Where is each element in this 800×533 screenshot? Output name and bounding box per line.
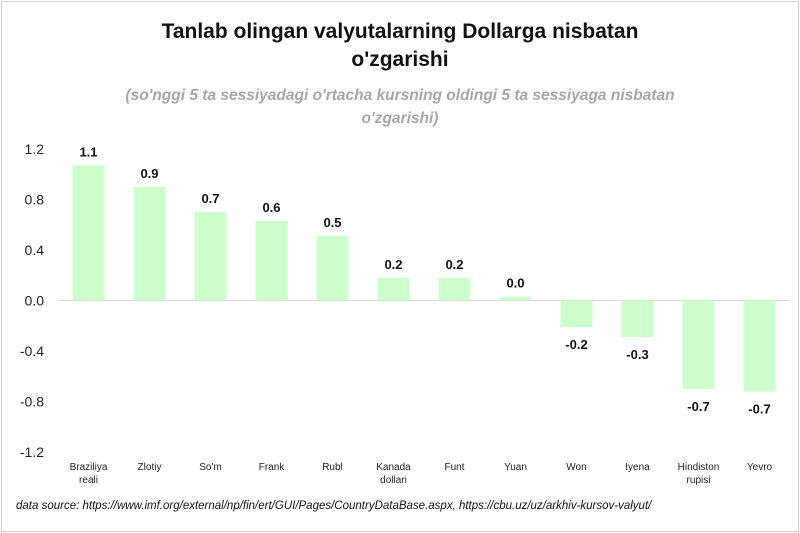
x-tick-label-line: Yevro	[747, 462, 773, 473]
x-tick-label: Yuan	[504, 462, 527, 473]
bar	[499, 296, 532, 301]
x-tick-label-line: Won	[566, 462, 586, 473]
bar	[255, 220, 288, 301]
y-tick-label: 1.2	[25, 141, 45, 157]
bar	[194, 212, 227, 301]
x-tick-label-line: Iyena	[625, 462, 650, 473]
bar	[72, 165, 105, 301]
bar	[438, 277, 471, 301]
x-tick-label-line: So'm	[199, 462, 221, 473]
data-label: -0.7	[687, 399, 709, 414]
data-label: -0.7	[748, 401, 770, 416]
x-tick-label-line: Frank	[259, 462, 286, 473]
x-tick-label: Yevro	[747, 462, 773, 473]
chart-title-line-2: o'zgarishi	[351, 48, 449, 71]
bar	[743, 300, 776, 392]
bar	[621, 300, 654, 338]
x-tick-label: Zlotiy	[138, 462, 162, 473]
data-label: 0.6	[262, 200, 280, 215]
y-tick-label: -0.8	[20, 394, 44, 410]
data-label: 0.0	[506, 276, 524, 291]
bar	[560, 300, 593, 328]
chart-subtitle-line-2: o'zgarishi)	[361, 110, 439, 127]
y-tick-label: -1.2	[20, 444, 44, 460]
bar	[316, 236, 349, 301]
bar	[133, 186, 166, 301]
data-label: -0.2	[565, 337, 587, 352]
x-tick-label: Funt	[444, 462, 464, 473]
x-tick-label-line: Kanada	[376, 462, 411, 473]
data-label: 0.7	[201, 191, 219, 206]
data-source-note: data source: https://www.imf.org/externa…	[16, 500, 652, 512]
x-tick-label-line: Braziliya	[70, 462, 108, 473]
x-tick-label: Iyena	[625, 462, 650, 473]
x-tick-label-line: Funt	[444, 462, 464, 473]
data-label: 1.1	[79, 144, 97, 159]
y-tick-label: 0.8	[25, 192, 45, 208]
data-label: 0.2	[445, 257, 463, 272]
x-tick-label: Braziliya reali	[70, 462, 108, 486]
x-tick-label: Hindiston rupisi	[678, 462, 720, 486]
x-tick-label-line: Hindiston	[678, 462, 720, 473]
x-tick-label-line: Zlotiy	[138, 462, 162, 473]
data-label: -0.3	[626, 347, 648, 362]
y-tick-label: -0.4	[20, 343, 44, 359]
x-tick-label: Rubl	[322, 462, 343, 473]
x-tick-label: Kanada dollari	[376, 462, 411, 486]
bar	[682, 300, 715, 389]
x-tick-label-line: dollari	[380, 475, 407, 486]
x-tick-label: Won	[566, 462, 586, 473]
data-label: 0.5	[323, 215, 341, 230]
data-label: 0.9	[140, 166, 158, 181]
chart-subtitle-line-1: (so'nggi 5 ta sessiyadagi o'rtacha kursn…	[125, 87, 675, 104]
x-tick-label: Frank	[259, 462, 286, 473]
chart-subtitle: (so'nggi 5 ta sessiyadagi o'rtacha kursn…	[60, 84, 740, 130]
x-tick-label-line: rupisi	[687, 475, 711, 486]
bar	[377, 277, 410, 301]
x-tick-label-line: reali	[79, 475, 98, 486]
y-tick-label: 0.4	[25, 242, 45, 258]
x-tick-label-line: Yuan	[504, 462, 527, 473]
data-label: 0.2	[384, 257, 402, 272]
x-tick-label: So'm	[199, 462, 221, 473]
y-tick-label: 0.0	[25, 293, 45, 309]
chart-title: Tanlab olingan valyutalarning Dollarga n…	[0, 18, 800, 74]
chart-title-line-1: Tanlab olingan valyutalarning Dollarga n…	[161, 20, 639, 43]
x-tick-label-line: Rubl	[322, 462, 343, 473]
